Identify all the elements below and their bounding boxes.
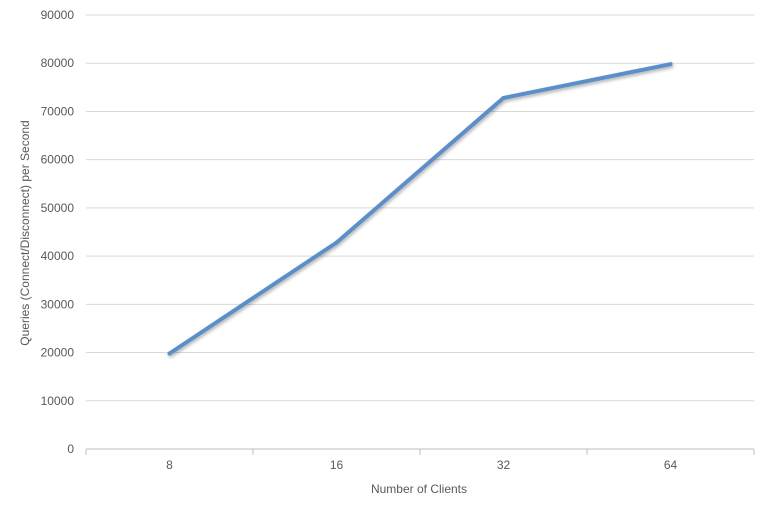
y-axis-title: Queries (Connect/Disconnect) per Second <box>18 120 32 345</box>
y-tick-label: 70000 <box>41 104 75 118</box>
x-tick-label: 64 <box>664 458 678 472</box>
gridlines <box>86 14 754 402</box>
x-tick-label: 8 <box>166 458 173 472</box>
x-tick-label: 32 <box>497 458 511 472</box>
axes <box>85 448 755 455</box>
y-tick-label: 60000 <box>41 153 75 167</box>
y-tick-label: 20000 <box>41 346 75 360</box>
plot-area <box>167 62 673 356</box>
data-point-8 <box>167 351 172 356</box>
series-line <box>167 62 673 356</box>
x-tick-label: 16 <box>330 458 344 472</box>
x-axis-title: Number of Clients <box>371 482 467 496</box>
y-tick-label: 10000 <box>41 394 75 408</box>
y-axis-tick-labels: 0 10000 20000 30000 40000 50000 60000 70000 8000… <box>41 8 75 456</box>
y-tick-label: 80000 <box>41 56 75 70</box>
y-tick-label: 90000 <box>41 8 75 22</box>
x-axis-tick-labels: 8 16 32 64 <box>166 458 677 472</box>
data-point-64 <box>668 62 673 67</box>
y-tick-label: 40000 <box>41 249 75 263</box>
data-point-32 <box>501 95 506 100</box>
y-tick-label: 50000 <box>41 201 75 215</box>
data-point-16 <box>334 240 339 245</box>
y-tick-label: 0 <box>67 442 74 456</box>
y-tick-label: 30000 <box>41 297 75 311</box>
